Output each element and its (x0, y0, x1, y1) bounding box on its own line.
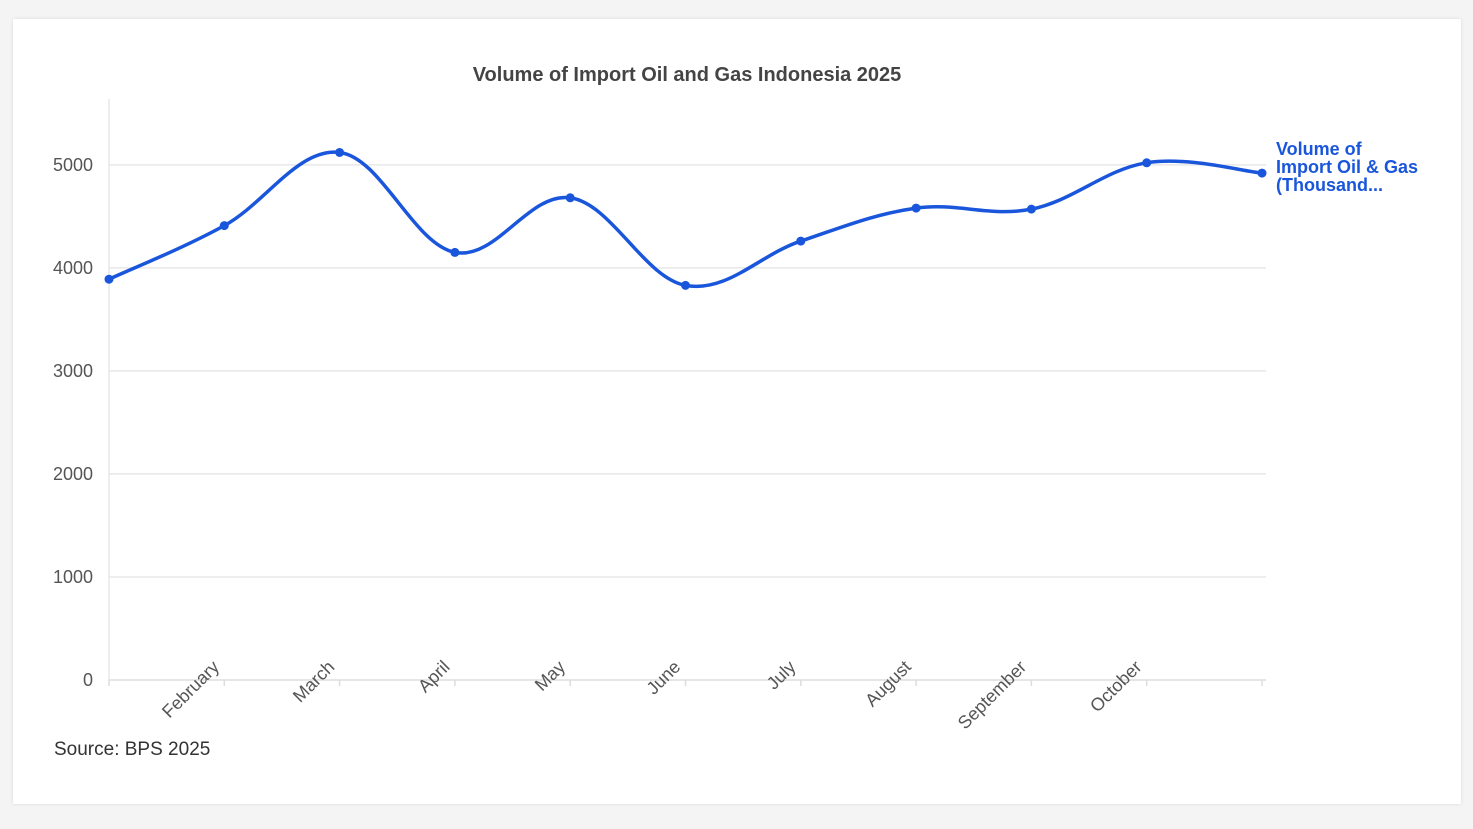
x-axis: February March April May June July August Septe… (108, 657, 1266, 733)
series-group: Volume of Import Oil & Gas (Thousand... (104, 139, 1418, 290)
data-point[interactable] (1142, 158, 1152, 168)
y-tick-label: 2000 (53, 464, 93, 484)
data-point[interactable] (450, 247, 460, 257)
y-axis: 0 1000 2000 3000 4000 5000 (53, 155, 93, 690)
source-note: Source: BPS 2025 (54, 739, 211, 760)
x-tick-label: October (1086, 657, 1145, 716)
data-point[interactable] (104, 274, 114, 284)
y-tick-label: 3000 (53, 361, 93, 381)
chart-card: Volume of Import Oil and Gas Indonesia 2… (13, 19, 1461, 804)
line-chart: Volume of Import Oil and Gas Indonesia 2… (53, 64, 1418, 733)
x-tick-label: September (954, 657, 1030, 733)
data-point[interactable] (681, 280, 690, 290)
x-tick-label: July (763, 657, 800, 694)
data-point[interactable] (911, 203, 921, 213)
data-point[interactable] (565, 193, 575, 203)
y-tick-label: 4000 (53, 258, 93, 278)
chart-title: Volume of Import Oil and Gas Indonesia 2… (473, 64, 902, 86)
x-tick-label: May (531, 657, 569, 695)
x-tick-label: August (861, 657, 915, 711)
data-point[interactable] (1257, 168, 1267, 178)
series-label: Volume of Import Oil & Gas (Thousand... (1276, 139, 1418, 195)
y-tick-label: 5000 (53, 155, 93, 175)
data-point[interactable] (1026, 204, 1036, 214)
data-point[interactable] (796, 236, 806, 246)
series-line (107, 150, 1264, 289)
x-tick-label: April (414, 657, 454, 697)
x-tick-label: February (158, 657, 223, 722)
x-tick-label: June (643, 657, 685, 699)
data-point[interactable] (335, 147, 345, 157)
y-tick-label: 0 (83, 670, 93, 690)
grid-lines (108, 99, 1266, 680)
y-tick-label: 1000 (53, 567, 93, 587)
x-tick-label: March (289, 657, 339, 707)
data-point[interactable] (219, 221, 229, 231)
